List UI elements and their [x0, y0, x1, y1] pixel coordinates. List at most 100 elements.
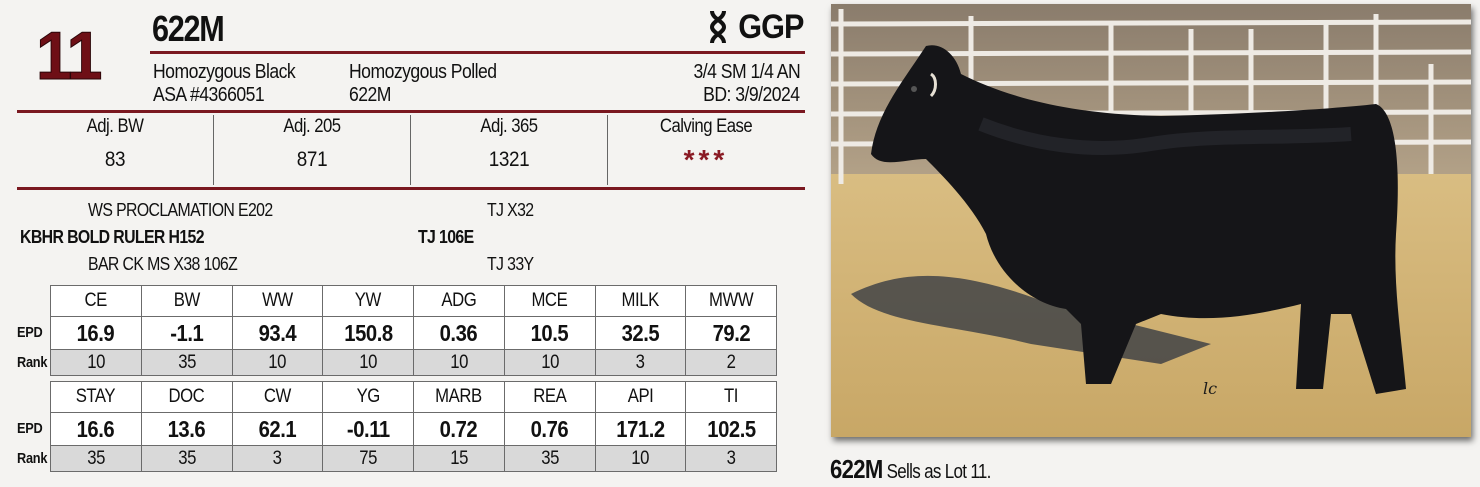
- divider: [213, 115, 214, 185]
- adj-bw-label: Adj. BW: [86, 116, 144, 137]
- epd-header: CW: [231, 381, 324, 413]
- epd-value: 0.72: [413, 412, 505, 446]
- polled-gene: Homozygous Polled: [349, 61, 497, 83]
- epd-rank: 10: [413, 349, 505, 376]
- pedigree-sire-dam: BAR CK MS X38 106Z: [88, 254, 238, 274]
- adj-365: Adj. 365 1321: [411, 113, 607, 186]
- animal-name: 622M: [152, 8, 225, 49]
- epd-value: 0.36: [413, 316, 505, 350]
- epd-header: MILK: [594, 285, 687, 317]
- registration-number: ASA #4366051: [153, 84, 265, 106]
- adj-bw: Adj. BW 83: [17, 113, 213, 186]
- epd-rank: 3: [594, 349, 687, 376]
- epd-header: MARB: [413, 381, 505, 413]
- adj-bw-value: 83: [104, 148, 126, 171]
- epd-header-row: CE BW WW YW ADG MCE MILK MWW: [50, 285, 777, 317]
- epd-value-row: 16.9 -1.1 93.4 150.8 0.36 10.5 32.5 79.2: [50, 316, 777, 350]
- epd-rank: 10: [503, 349, 596, 376]
- adj-205-value: 871: [296, 148, 328, 171]
- epd-value: 32.5: [594, 316, 687, 350]
- epd-value-row: 16.6 13.6 62.1 -0.11 0.72 0.76 171.2 102…: [50, 412, 777, 446]
- epd-rank: 75: [322, 445, 414, 472]
- divider: [410, 115, 411, 185]
- ggp-logo: GGP: [707, 8, 805, 46]
- epd-rank: 10: [50, 349, 142, 376]
- epd-rank: 10: [594, 445, 687, 472]
- epd-header: YW: [322, 285, 414, 317]
- epd-value: 150.8: [322, 316, 414, 350]
- epd-header: WW: [231, 285, 324, 317]
- calving-ease-label: Calving Ease: [659, 116, 753, 137]
- epd-rank: 10: [322, 349, 414, 376]
- caption-animal-name: 622M: [830, 454, 883, 484]
- epd-value: 62.1: [231, 412, 324, 446]
- calving-ease: Calving Ease ***: [608, 113, 804, 186]
- epd-value: 102.5: [685, 412, 777, 446]
- epd-rank: 3: [685, 445, 777, 472]
- header-rule: [150, 51, 805, 54]
- adj-205: Adj. 205 871: [214, 113, 410, 186]
- rank-row-label: Rank: [17, 354, 48, 371]
- epd-header: STAY: [50, 381, 142, 413]
- color-gene: Homozygous Black: [153, 61, 296, 83]
- epd-value: 16.6: [50, 412, 142, 446]
- epd-value: 93.4: [231, 316, 324, 350]
- epd-value: 10.5: [503, 316, 596, 350]
- pedigree-sire-sire: WS PROCLAMATION E202: [88, 200, 273, 220]
- epd-table-carcass: STAY DOC CW YG MARB REA API TI 16.6 13.6…: [50, 381, 777, 472]
- adj-rule: [17, 187, 805, 190]
- epd-row-label: EPD: [17, 420, 43, 437]
- epd-value: -1.1: [140, 316, 233, 350]
- rank-row-label: Rank: [17, 450, 48, 467]
- pedigree-sire: KBHR BOLD RULER H152: [20, 227, 205, 247]
- lot-number: 11: [36, 18, 103, 94]
- epd-header: CE: [50, 285, 142, 317]
- logo-text: GGP: [738, 8, 805, 46]
- birth-date: BD: 3/9/2024: [703, 84, 801, 106]
- epd-rank-row: 10 35 10 10 10 10 3 2: [50, 349, 777, 376]
- caption-text: Sells as Lot 11.: [882, 461, 992, 483]
- dna-helix-icon: [710, 10, 727, 44]
- epd-header: API: [594, 381, 687, 413]
- epd-rank: 35: [140, 445, 233, 472]
- epd-rank: 35: [50, 445, 142, 472]
- calving-ease-stars: ***: [683, 144, 729, 175]
- divider: [607, 115, 608, 185]
- epd-value: 0.76: [503, 412, 596, 446]
- epd-rank: 2: [685, 349, 777, 376]
- epd-value: 79.2: [685, 316, 777, 350]
- epd-rank-row: 35 35 3 75 15 35 10 3: [50, 445, 777, 472]
- photo-caption: 622M Sells as Lot 11.: [830, 454, 991, 485]
- adj-365-value: 1321: [488, 148, 530, 171]
- bull-photo: lc: [831, 4, 1471, 437]
- adj-365-label: Adj. 365: [480, 116, 538, 137]
- epd-header: TI: [685, 381, 777, 413]
- epd-value: -0.11: [322, 412, 414, 446]
- epd-header: MWW: [685, 285, 777, 317]
- epd-rank: 15: [413, 445, 505, 472]
- pedigree-dam: TJ 106E: [418, 227, 474, 247]
- info-rule: [17, 110, 805, 113]
- epd-rank: 35: [503, 445, 596, 472]
- epd-header: REA: [503, 381, 596, 413]
- epd-header: BW: [140, 285, 233, 317]
- epd-rank: 3: [231, 445, 324, 472]
- epd-rank: 35: [140, 349, 233, 376]
- tattoo: 622M: [349, 84, 391, 106]
- epd-rank: 10: [231, 349, 324, 376]
- epd-value: 171.2: [594, 412, 687, 446]
- pedigree-dam-sire: TJ X32: [487, 200, 534, 220]
- epd-header-row: STAY DOC CW YG MARB REA API TI: [50, 381, 777, 413]
- photo-watermark: lc: [1203, 379, 1217, 398]
- bull-photo-illustration: lc: [831, 4, 1471, 437]
- epd-value: 16.9: [50, 316, 142, 350]
- epd-value: 13.6: [140, 412, 233, 446]
- epd-table-growth: CE BW WW YW ADG MCE MILK MWW 16.9 -1.1 9…: [50, 285, 777, 376]
- adj-205-label: Adj. 205: [283, 116, 341, 137]
- epd-header: MCE: [503, 285, 596, 317]
- breed-makeup: 3/4 SM 1/4 AN: [693, 61, 800, 83]
- epd-header: ADG: [413, 285, 505, 317]
- pedigree-dam-dam: TJ 33Y: [487, 254, 534, 274]
- epd-header: DOC: [140, 381, 233, 413]
- epd-header: YG: [322, 381, 414, 413]
